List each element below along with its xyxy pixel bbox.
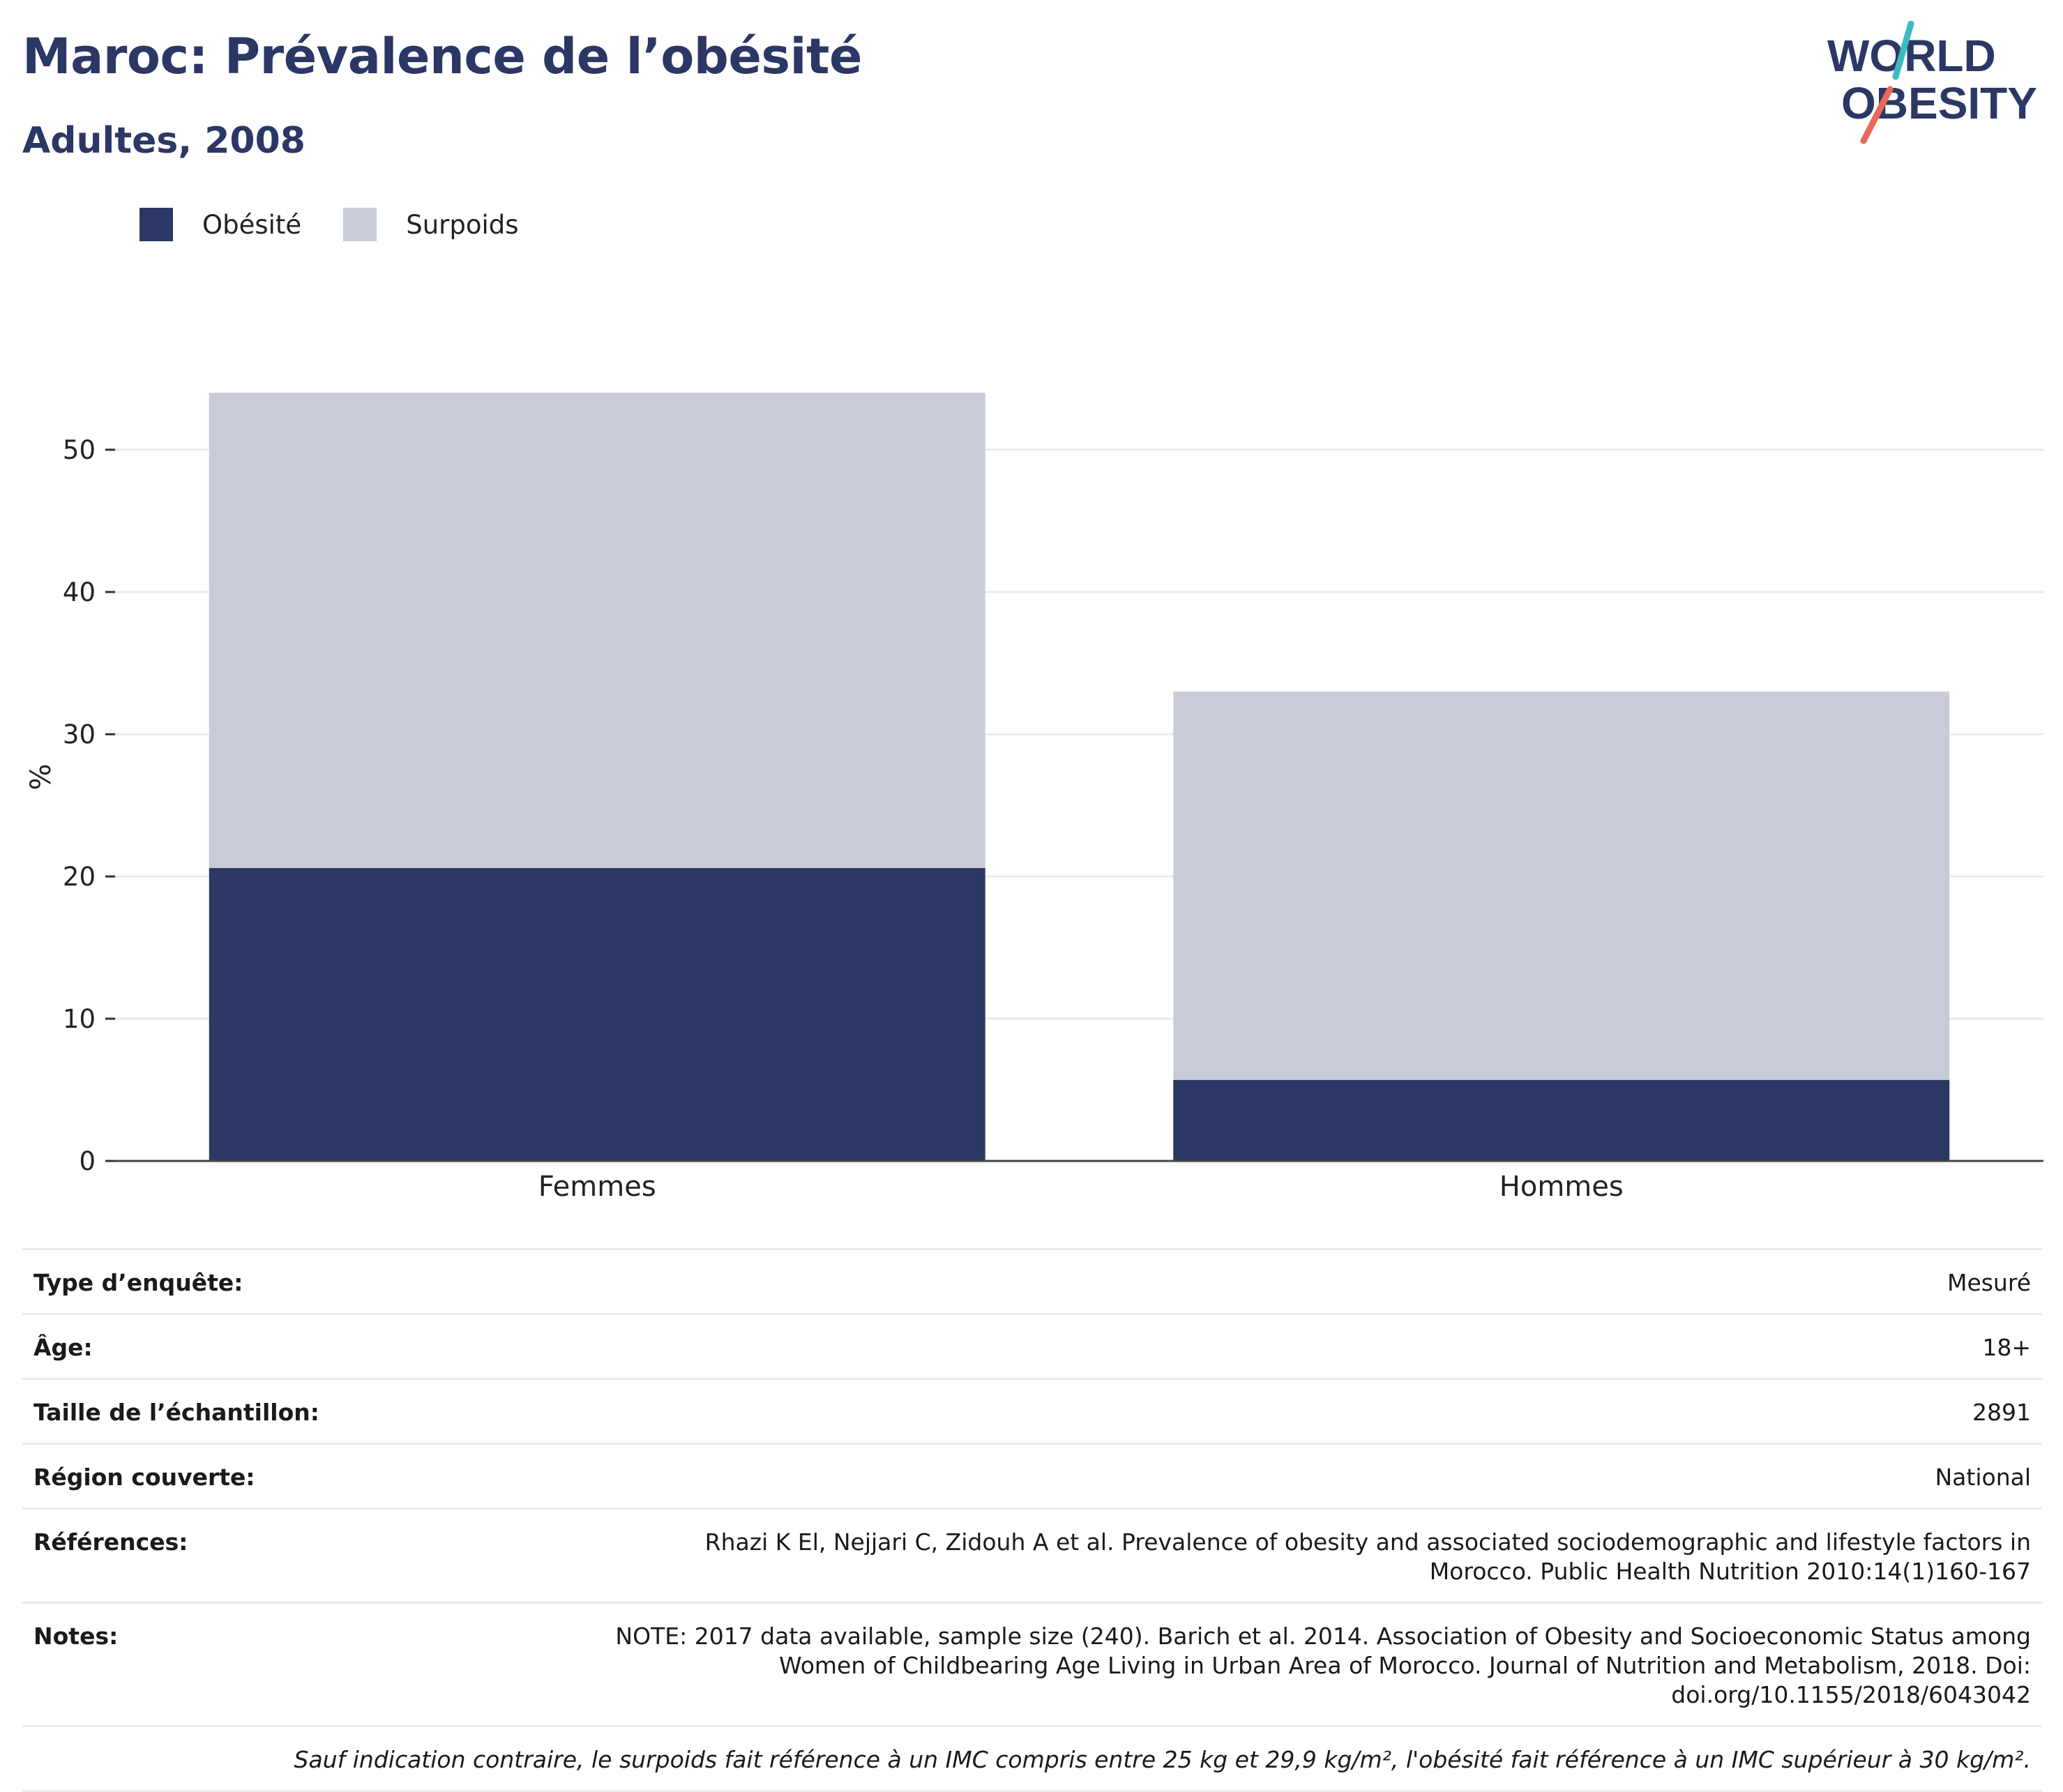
- info-key: Type d’enquête:: [33, 1269, 243, 1296]
- chart-legend: Obésité Surpoids: [139, 208, 561, 241]
- info-row-survey-type: Type d’enquête: Mesuré: [22, 1248, 2042, 1313]
- logo-line-1: WORLD: [1827, 31, 1996, 81]
- info-value: NOTE: 2017 data available, sample size (…: [615, 1623, 2031, 1708]
- logo-slash-teal: [1892, 21, 1914, 80]
- info-value: 18+: [1982, 1334, 2031, 1361]
- info-row-age: Âge: 18+: [22, 1313, 2042, 1378]
- footnote: Sauf indication contraire, le surpoids f…: [294, 1746, 2031, 1773]
- x-tick-label: Hommes: [1499, 1171, 1624, 1203]
- info-table: Type d’enquête: Mesuré Âge: 18+ Taille d…: [22, 1248, 2042, 1792]
- legend-label-obesity: Obésité: [202, 209, 302, 240]
- info-key: Notes:: [33, 1623, 119, 1650]
- legend-swatch-overweight: [343, 208, 377, 241]
- info-key: Taille de l’échantillon:: [33, 1399, 319, 1426]
- y-tick-label: 40: [63, 577, 96, 607]
- info-value: National: [1935, 1464, 2031, 1491]
- chart-title: Maroc: Prévalence de l’obésité: [22, 28, 862, 85]
- y-tick-label: 50: [63, 435, 96, 465]
- stacked-bar-chart: 0 10 20 30 40 50% Femmes Hommes: [25, 393, 2043, 1203]
- legend-swatch-obesity: [139, 208, 173, 241]
- info-value: Mesuré: [1947, 1269, 2031, 1296]
- y-tick-label: 0: [79, 1146, 96, 1176]
- x-tick-label: Femmes: [538, 1171, 656, 1203]
- bar-obesity-femmes: [209, 867, 985, 1161]
- info-key: Références:: [33, 1528, 188, 1556]
- logo-slash-coral: [1860, 86, 1894, 144]
- y-axis-label: %: [25, 764, 57, 790]
- info-value: 2891: [1972, 1399, 2031, 1426]
- footnote-row: Sauf indication contraire, le surpoids f…: [22, 1725, 2042, 1792]
- info-row-sample-size: Taille de l’échantillon: 2891: [22, 1378, 2042, 1443]
- info-row-notes: Notes: NOTE: 2017 data available, sample…: [22, 1602, 2042, 1725]
- y-tick-label: 20: [63, 862, 96, 892]
- info-key: Âge:: [33, 1334, 93, 1361]
- world-obesity-logo: WORLD OBESITY: [1827, 21, 2037, 144]
- y-tick-label: 10: [63, 1004, 96, 1034]
- info-value: Rhazi K El, Nejjari C, Zidouh A et al. P…: [704, 1528, 2031, 1585]
- info-key: Région couverte:: [33, 1464, 255, 1491]
- legend-label-overweight: Surpoids: [406, 209, 519, 240]
- y-tick-label: 30: [63, 720, 96, 750]
- chart-subtitle: Adultes, 2008: [22, 120, 305, 162]
- bar-overweight-femmes: [209, 393, 985, 868]
- bar-obesity-hommes: [1173, 1079, 1950, 1161]
- info-row-references: Références: Rhazi K El, Nejjari C, Zidou…: [22, 1508, 2042, 1602]
- bar-overweight-hommes: [1173, 691, 1950, 1080]
- info-row-region: Région couverte: National: [22, 1443, 2042, 1508]
